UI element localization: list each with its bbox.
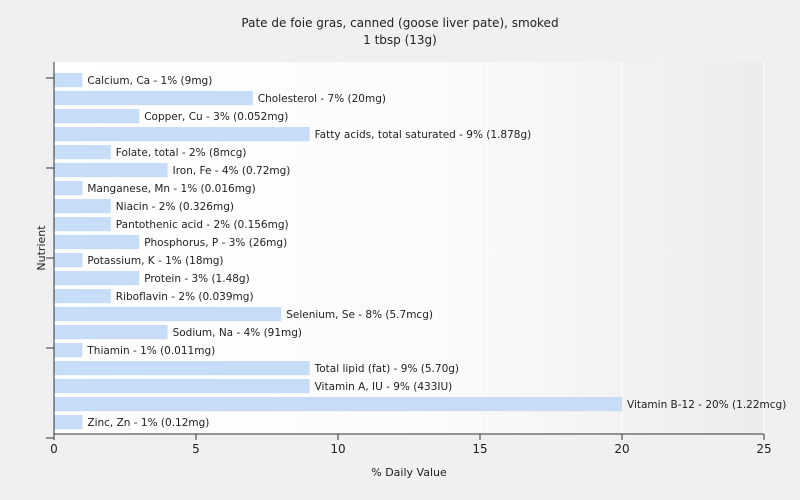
bar [54,307,282,322]
y-axis-title: Nutrient [35,225,48,271]
bar [54,235,140,250]
bar-label: Manganese, Mn - 1% (0.016mg) [87,183,255,195]
bar [54,343,83,358]
bar-label: Total lipid (fat) - 9% (5.70g) [314,363,459,375]
bar-label: Potassium, K - 1% (18mg) [87,255,223,267]
x-axis-title: % Daily Value [371,466,447,479]
bar-label: Cholesterol - 7% (20mg) [258,93,386,105]
bar [54,271,140,286]
bar-label: Phosphorus, P - 3% (26mg) [144,237,287,249]
bar-label: Vitamin B-12 - 20% (1.22mcg) [627,399,786,411]
bar-label: Pantothenic acid - 2% (0.156mg) [116,219,289,231]
bar [54,91,253,106]
bar-label: Calcium, Ca - 1% (9mg) [87,75,212,87]
bar-label: Folate, total - 2% (8mcg) [116,147,247,159]
chart-title: Pate de foie gras, canned (goose liver p… [241,16,558,30]
bar [54,361,310,376]
bar-label: Copper, Cu - 3% (0.052mg) [144,111,288,123]
bar-label: Thiamin - 1% (0.011mg) [86,345,215,357]
bar [54,289,111,304]
bar [54,217,111,232]
bar [54,127,310,142]
bar [54,109,140,124]
bar [54,181,83,196]
x-tick-label: 0 [50,442,58,456]
x-tick-label: 25 [756,442,771,456]
x-tick-label: 5 [192,442,200,456]
bar [54,379,310,394]
bar-label: Vitamin A, IU - 9% (433IU) [315,381,453,393]
chart-subtitle: 1 tbsp (13g) [363,33,437,47]
bar [54,145,111,160]
bar [54,415,83,430]
bars: Calcium, Ca - 1% (9mg) Cholesterol - 7% (… [54,73,786,430]
bar [54,253,83,268]
bar [54,325,168,340]
bar-label: Iron, Fe - 4% (0.72mg) [173,165,291,177]
x-tick-label: 10 [330,442,345,456]
bar-label: Sodium, Na - 4% (91mg) [173,327,302,339]
x-tick-label: 20 [614,442,629,456]
bar-label: Fatty acids, total saturated - 9% (1.878… [315,129,532,141]
bar [54,199,111,214]
bar-label: Zinc, Zn - 1% (0.12mg) [87,417,209,429]
axes: 0 5 10 15 20 25 [46,62,772,456]
x-tick-label: 15 [472,442,487,456]
bar-label: Riboflavin - 2% (0.039mg) [116,291,254,303]
bar-label: Protein - 3% (1.48g) [144,273,250,285]
bar [54,73,83,88]
bar [54,163,168,178]
bar-label: Niacin - 2% (0.326mg) [116,201,234,213]
bar-label: Selenium, Se - 8% (5.7mcg) [286,309,433,321]
bar [54,397,622,412]
